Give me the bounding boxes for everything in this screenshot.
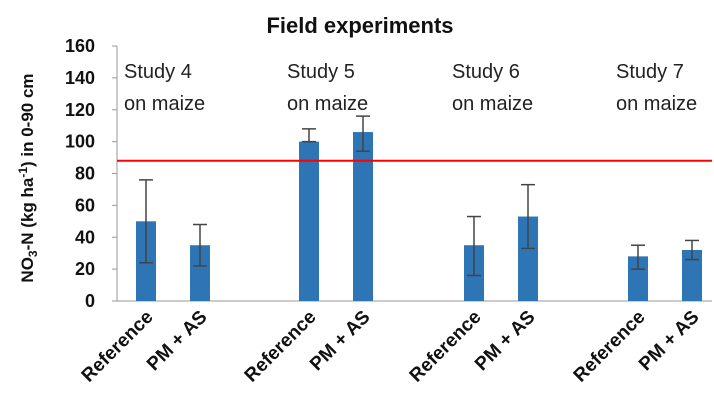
x-tick-label: Reference: [78, 307, 158, 387]
bar: [682, 250, 702, 301]
y-tick-label: 40: [75, 227, 95, 247]
x-tick-label: PM + AS: [143, 307, 211, 375]
y-tick-label: 80: [75, 164, 95, 184]
y-tick-label: 0: [85, 291, 95, 311]
x-tick-label: PM + AS: [306, 307, 374, 375]
x-tick-label: PM + AS: [635, 307, 703, 375]
y-axis-label-superscript: -1: [16, 167, 30, 178]
y-tick-label: 160: [65, 36, 95, 56]
axes-frame: [112, 45, 712, 302]
bar: [299, 141, 319, 301]
study-label-line1: Study 6: [452, 61, 520, 83]
y-axis-label-subscript: 3: [26, 250, 40, 257]
bar: [353, 132, 373, 301]
bars: [117, 115, 712, 301]
study-label-line1: Study 5: [287, 61, 355, 83]
y-axis-label-end: ) in 0-90 cm: [18, 73, 37, 167]
labels: 0 20 40 60 80 100 120 140 160 Study 4 on maize Refe…: [65, 36, 704, 387]
x-tick-label: Reference: [406, 307, 486, 387]
chart-title: Field experiments: [266, 13, 453, 38]
y-tick-label: 140: [65, 68, 95, 88]
study-label-line1: Study 4: [124, 61, 192, 83]
y-tick-label: 120: [65, 100, 95, 120]
y-axis-label-main: NO: [18, 257, 37, 283]
bar: [518, 216, 538, 301]
y-axis-label-mid: -N (kg ha: [18, 177, 37, 250]
y-tick-label: 100: [65, 132, 95, 152]
x-tick-label: Reference: [241, 307, 321, 387]
x-tick-label: Reference: [570, 307, 650, 387]
x-tick-label: PM + AS: [471, 307, 539, 375]
y-tick-label: 60: [75, 195, 95, 215]
study-label-line2: on maize: [616, 93, 697, 115]
study-label-line1: Study 7: [616, 61, 684, 83]
study-label-line2: on maize: [287, 93, 368, 115]
y-tick-label: 20: [75, 259, 95, 279]
bar: [628, 256, 648, 301]
study-label-line2: on maize: [124, 93, 205, 115]
y-axis-label: NO3-N (kg ha-1) in 0-90 cm: [16, 73, 40, 282]
bar: [190, 245, 210, 301]
study-label-line2: on maize: [452, 93, 533, 115]
